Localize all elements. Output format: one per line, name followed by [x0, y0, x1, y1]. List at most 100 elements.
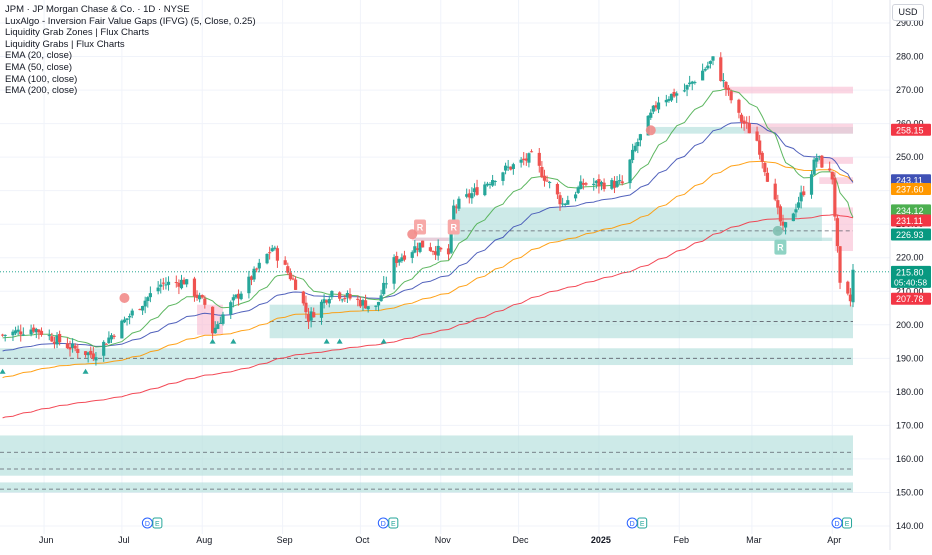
candle — [610, 177, 614, 190]
candle-body — [138, 309, 142, 311]
candle-body — [561, 203, 565, 205]
candle-body — [345, 292, 350, 298]
candle-body — [472, 188, 477, 193]
candle — [758, 134, 762, 160]
candle-body — [483, 184, 487, 196]
ema-20-line — [2, 88, 854, 348]
candle-body — [130, 310, 134, 316]
candle — [540, 161, 544, 179]
currency-button[interactable]: USD — [892, 4, 924, 21]
candle-body — [776, 200, 780, 208]
event-icon-letter: E — [845, 521, 850, 528]
candle-body — [50, 336, 54, 342]
liquidity-grab-label: R — [777, 243, 784, 253]
candle-body — [558, 195, 562, 205]
dividend-event-icon[interactable]: D — [626, 517, 638, 529]
candle — [400, 253, 404, 263]
candle — [179, 274, 184, 290]
price-label-bg — [891, 228, 931, 241]
candle-body — [213, 327, 217, 334]
candle-body — [737, 99, 741, 113]
candle-body — [573, 194, 578, 199]
earnings-event-icon[interactable]: E — [152, 517, 163, 529]
candle — [216, 321, 220, 330]
candle-body — [21, 334, 25, 336]
candle-body — [755, 131, 759, 141]
candle — [584, 181, 588, 187]
candle — [120, 319, 124, 339]
candle — [200, 294, 204, 299]
dividend-event-icon[interactable]: D — [831, 517, 843, 529]
bearish-zone — [744, 123, 853, 134]
candle-body — [820, 155, 824, 168]
candle-body — [338, 292, 342, 299]
candle-body — [356, 298, 360, 300]
candle — [791, 212, 795, 222]
candle-body — [275, 248, 280, 261]
candle — [485, 181, 490, 187]
candle-body — [216, 324, 220, 329]
candle — [563, 202, 567, 207]
price-label-value: 237.60 — [896, 184, 924, 194]
candle — [283, 256, 287, 266]
candle-body — [503, 165, 508, 171]
candle-body — [16, 329, 20, 332]
candle — [633, 142, 637, 153]
dividend-event-icon[interactable]: D — [141, 517, 153, 529]
candle-body — [161, 282, 165, 284]
candle — [3, 334, 7, 342]
candle — [421, 240, 425, 248]
candle — [345, 290, 350, 303]
event-icon-letter: E — [640, 521, 645, 528]
candle-body — [467, 193, 471, 198]
candle — [356, 295, 360, 307]
candle — [231, 294, 235, 308]
candle-body — [102, 341, 106, 356]
event-icon-letter: E — [155, 521, 160, 528]
candle-body — [229, 302, 233, 315]
price-label-value: 234.12 — [896, 206, 924, 216]
candle-body — [522, 158, 526, 160]
candle-body — [249, 276, 254, 280]
candle-body — [374, 305, 378, 307]
candle-body — [711, 56, 715, 61]
candle — [257, 258, 261, 273]
liquidity-grab-marker: R — [414, 219, 427, 235]
candle-body — [29, 329, 33, 335]
price-tick-label: 210.00 — [896, 286, 924, 296]
candle-body — [107, 337, 111, 344]
candle-body — [268, 252, 272, 254]
earnings-event-icon[interactable]: E — [388, 517, 399, 529]
candle-body — [231, 297, 235, 301]
candle — [107, 331, 111, 345]
candle — [446, 244, 451, 261]
candle — [55, 332, 59, 349]
time-tick-label: Sep — [277, 535, 293, 545]
candle-body — [94, 357, 98, 361]
candle-body — [449, 225, 453, 253]
candle-body — [39, 330, 44, 335]
candle — [431, 250, 435, 256]
candle — [413, 240, 417, 254]
price-label-value: 258.15 — [896, 125, 924, 135]
candle — [218, 316, 222, 324]
candle-body — [182, 279, 186, 285]
liquidity-dot — [645, 125, 656, 136]
earnings-event-icon[interactable]: E — [842, 517, 853, 529]
price-label-value: 215.80 — [896, 267, 924, 277]
candle — [379, 289, 383, 302]
candle-body — [143, 300, 147, 307]
candle-body — [610, 180, 614, 189]
signal-triangle — [336, 338, 343, 344]
candle-body — [783, 222, 788, 228]
candle — [620, 175, 624, 186]
candle — [628, 158, 632, 189]
candle-body — [109, 335, 114, 340]
candle — [529, 149, 534, 153]
earnings-event-icon[interactable]: E — [637, 517, 648, 529]
dividend-event-icon[interactable]: D — [377, 517, 389, 529]
candle-body — [633, 145, 637, 151]
